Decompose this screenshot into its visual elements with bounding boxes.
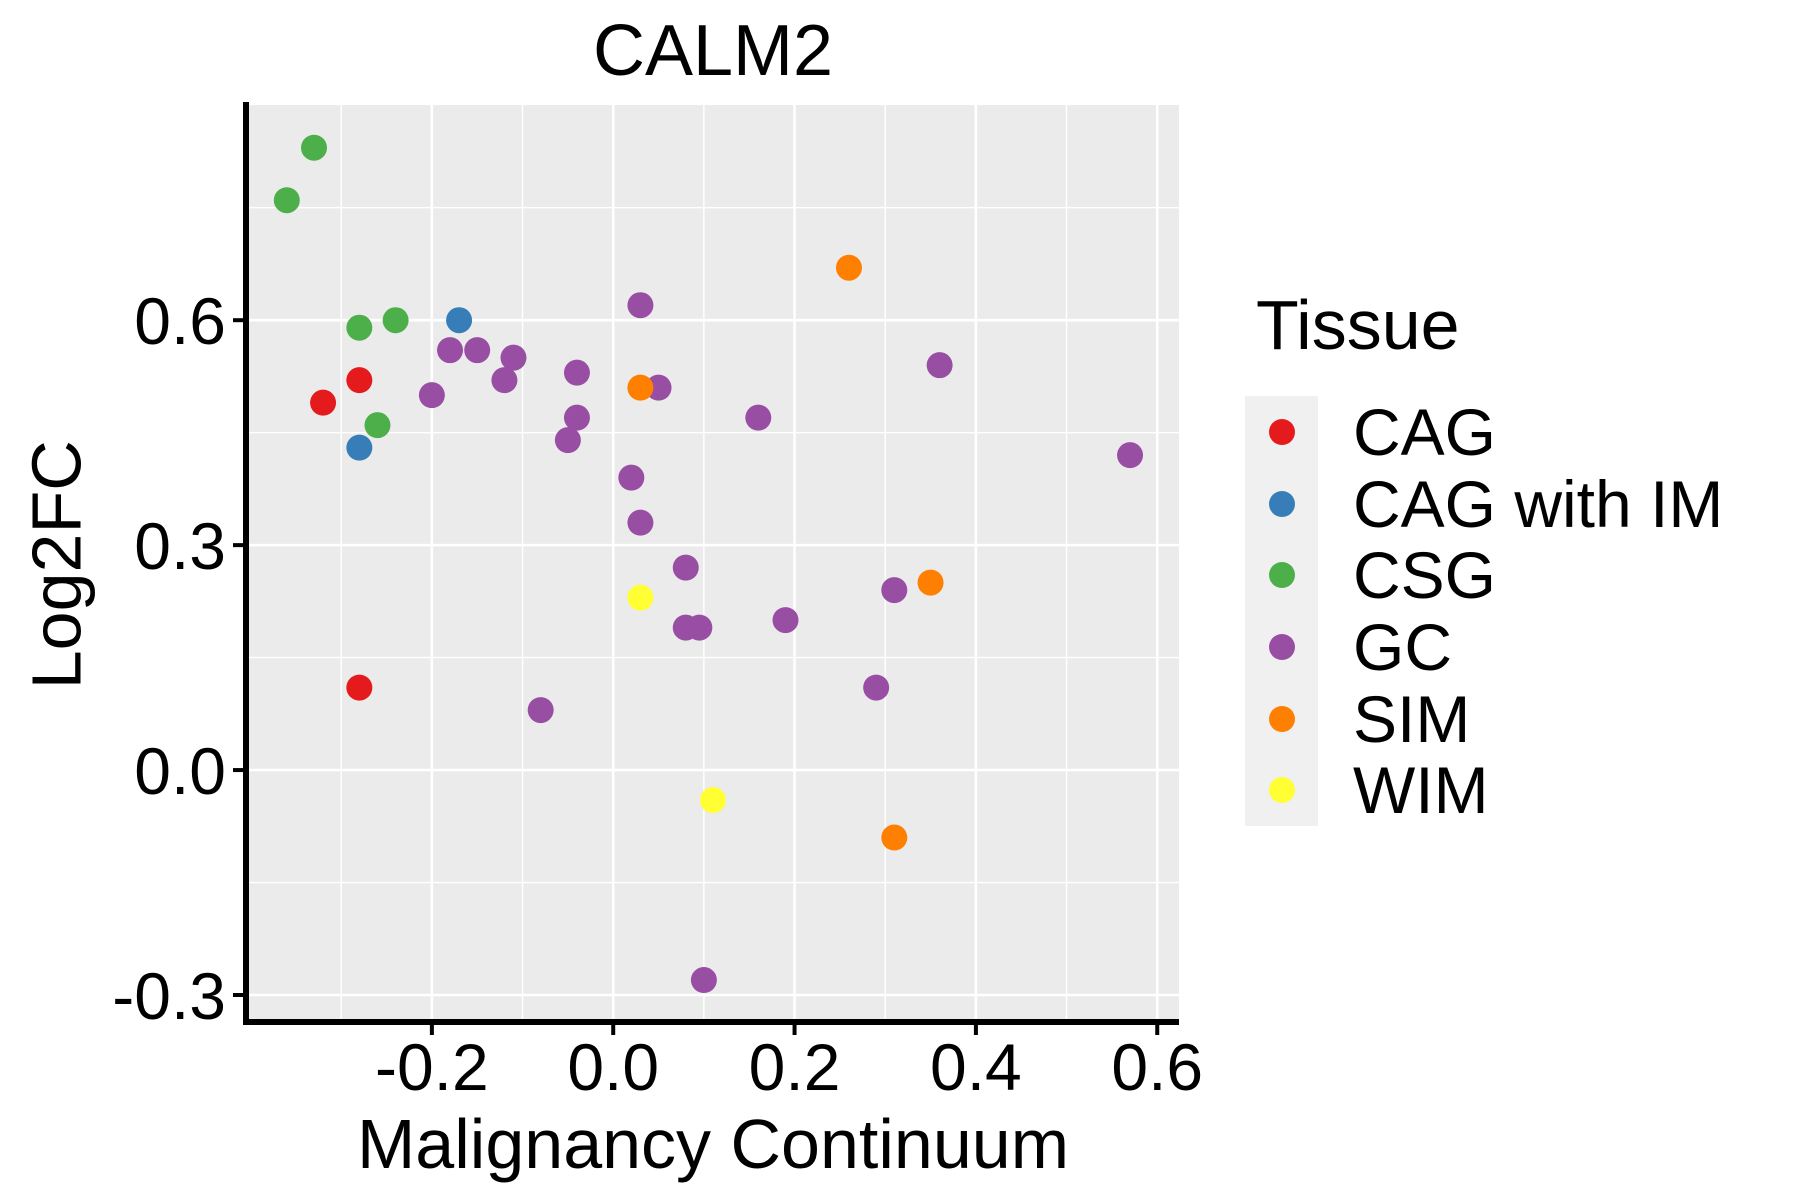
x-tick-label: 0.0: [567, 1030, 659, 1104]
legend: Tissue CAG CAG with IM CSG GC SIM WIM: [1245, 286, 1724, 828]
data-point: [627, 509, 654, 536]
data-point: [310, 389, 337, 416]
legend-items: CAG CAG with IM CSG GC SIM WIM: [1245, 394, 1724, 828]
data-point: [627, 292, 654, 319]
data-point: [672, 554, 699, 581]
data-point: [645, 374, 672, 401]
legend-item-label: CSG: [1353, 538, 1497, 613]
legend-marker-icon: [1268, 633, 1295, 660]
data-point: [745, 404, 772, 431]
legend-item: SIM: [1245, 681, 1723, 756]
data-point: [618, 464, 645, 491]
data-point: [346, 674, 373, 701]
legend-item: CSG: [1245, 538, 1723, 613]
legend-marker-icon: [1268, 777, 1295, 804]
data-point: [690, 967, 717, 994]
y-tick-label: 0.3: [134, 509, 226, 583]
legend-key: [1245, 682, 1318, 755]
legend-key: [1245, 611, 1318, 683]
data-point: [382, 307, 409, 334]
legend-marker-icon: [1268, 562, 1295, 589]
data-point: [863, 674, 890, 701]
data-point: [500, 344, 527, 371]
data-point: [699, 787, 726, 814]
y-axis-title: Log2FC: [17, 440, 96, 690]
legend-item-label: CAG: [1353, 394, 1497, 469]
data-point: [418, 382, 445, 409]
y-tick-label: 0.0: [134, 734, 226, 808]
data-point: [346, 434, 373, 461]
data-point: [1117, 442, 1144, 469]
legend-item-label: WIM: [1353, 753, 1489, 828]
data-point: [926, 352, 953, 379]
x-tick-label: -0.2: [375, 1030, 489, 1104]
legend-key: [1245, 754, 1318, 827]
data-point: [772, 607, 799, 634]
data-point: [491, 367, 518, 394]
data-point: [627, 374, 654, 401]
x-tick-label: 0.6: [1111, 1030, 1203, 1104]
data-point: [364, 412, 391, 439]
data-point: [835, 254, 862, 281]
data-point: [563, 404, 590, 431]
legend-title: Tissue: [1256, 286, 1460, 364]
data-point: [917, 569, 944, 596]
x-tick-label: 0.4: [930, 1030, 1022, 1104]
legend-item: GC: [1245, 609, 1723, 684]
x-tick-label: 0.2: [749, 1030, 841, 1104]
data-point: [446, 307, 473, 334]
y-tick-label: -0.3: [112, 959, 226, 1033]
data-point: [273, 187, 300, 214]
data-point: [301, 134, 328, 161]
data-point: [437, 337, 464, 364]
legend-item: CAG: [1245, 394, 1723, 469]
x-axis-title: Malignancy Continuum: [356, 1105, 1070, 1183]
legend-key: [1245, 396, 1318, 468]
legend-marker-icon: [1268, 490, 1295, 517]
legend-item-label: CAG with IM: [1353, 466, 1724, 541]
data-point: [554, 427, 581, 454]
legend-key: [1245, 539, 1318, 612]
plot-panel: [246, 105, 1179, 1022]
data-point: [527, 697, 554, 724]
legend-marker-icon: [1268, 705, 1295, 732]
data-point: [346, 367, 373, 394]
data-point: [627, 584, 654, 611]
data-point: [464, 337, 491, 364]
data-point: [881, 577, 908, 604]
data-point: [881, 824, 908, 851]
y-tick-label: 0.6: [134, 284, 226, 358]
legend-key: [1245, 467, 1318, 540]
legend-marker-icon: [1268, 418, 1295, 445]
legend-item: CAG with IM: [1245, 466, 1724, 541]
chart-title: CALM2: [592, 11, 834, 91]
data-point: [563, 359, 590, 386]
legend-item-label: GC: [1353, 609, 1452, 684]
legend-item: WIM: [1245, 753, 1723, 828]
data-point: [346, 314, 373, 341]
legend-item-label: SIM: [1353, 681, 1471, 756]
data-point: [686, 614, 713, 641]
